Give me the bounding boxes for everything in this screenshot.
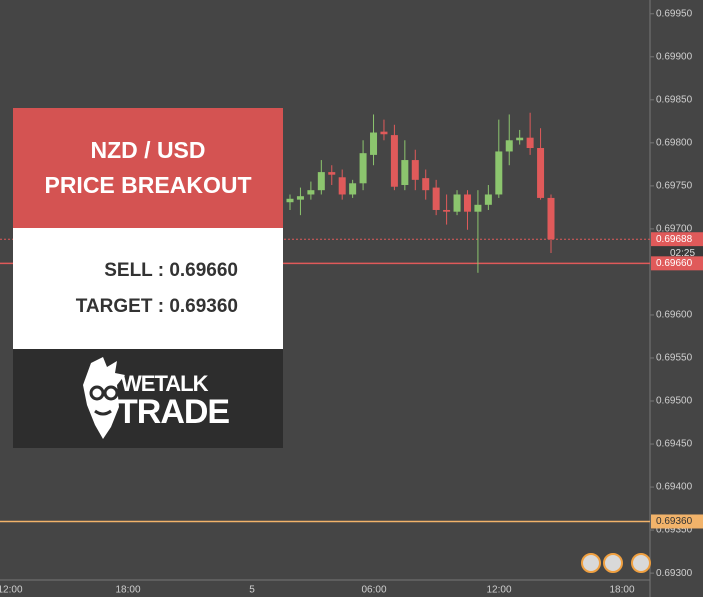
candle-body (453, 194, 461, 212)
candle-body (526, 137, 534, 149)
candle-body (317, 172, 325, 191)
signal-card: NZD / USD PRICE BREAKOUT SELL : 0.69660 … (13, 108, 283, 448)
x-tick-label: 12:00 (0, 585, 23, 596)
price-tag (651, 232, 703, 247)
event-icon[interactable] (581, 553, 601, 573)
price-tag (651, 514, 703, 529)
card-title: NZD / USD (90, 137, 206, 163)
x-tick-label: 18:00 (115, 585, 140, 596)
event-icon[interactable] (631, 553, 651, 573)
candle-body (495, 151, 503, 195)
x-tick-label: 18:00 (609, 585, 634, 596)
y-tick-label: 0.69800 (656, 137, 693, 148)
candle-body (516, 137, 524, 141)
candle-body (422, 178, 430, 191)
logo-icon (83, 357, 125, 439)
candle-body (484, 194, 492, 205)
y-tick-label: 0.69400 (656, 482, 693, 493)
logo: WETALK TRADE (13, 349, 283, 448)
logo-text: WETALK (121, 371, 208, 396)
candle-body (505, 140, 513, 152)
y-tick-label: 0.69450 (656, 439, 693, 450)
event-icon[interactable] (603, 553, 623, 573)
x-tick-label: 06:00 (361, 585, 386, 596)
candle-body (338, 177, 346, 195)
candle-body (380, 131, 388, 135)
card-title: PRICE BREAKOUT (44, 172, 252, 198)
x-tick-label: 5 (249, 585, 255, 596)
price-tag-label: 0.69688 (656, 234, 693, 245)
y-tick-label: 0.69550 (656, 353, 693, 364)
candle-body (537, 148, 545, 198)
candle-body (411, 160, 419, 180)
price-tag-label: 0.69360 (656, 516, 693, 527)
y-tick-label: 0.69950 (656, 8, 693, 19)
candle-body (547, 197, 555, 240)
candle-body (307, 190, 315, 195)
candle-body (349, 183, 357, 195)
y-tick-label: 0.69300 (656, 568, 693, 579)
candle-body (359, 153, 367, 184)
y-tick-label: 0.69850 (656, 94, 693, 105)
y-tick-label: 0.69500 (656, 396, 693, 407)
logo-text: TRADE (117, 393, 230, 431)
price-axis (650, 0, 703, 597)
target-text: TARGET : 0.69360 (75, 295, 238, 317)
y-tick-label: 0.69600 (656, 310, 693, 321)
x-tick-label: 12:00 (486, 585, 511, 596)
flags (581, 553, 651, 573)
candle-body (296, 196, 304, 200)
sell-text: SELL : 0.69660 (104, 259, 238, 281)
candle-body (432, 187, 440, 210)
candle-body (401, 160, 409, 186)
price-tag-label: 0.69660 (656, 258, 693, 269)
candle-body (370, 132, 378, 155)
y-tick-label: 0.69750 (656, 181, 693, 192)
card-body: SELL : 0.69660 TARGET : 0.69360 (13, 228, 283, 349)
candle-body (474, 204, 482, 212)
card-header: NZD / USD PRICE BREAKOUT (13, 108, 283, 228)
y-tick-label: 0.69900 (656, 51, 693, 62)
candle-body (328, 172, 336, 175)
candle-body (463, 194, 471, 212)
candle-body (390, 135, 398, 187)
y-tick-label: 0.69700 (656, 224, 693, 235)
countdown: 02:25 (670, 248, 695, 259)
price-tag (651, 256, 703, 271)
candle-body (443, 209, 451, 212)
y-tick-label: 0.69350 (656, 525, 693, 536)
candle-body (286, 198, 294, 203)
